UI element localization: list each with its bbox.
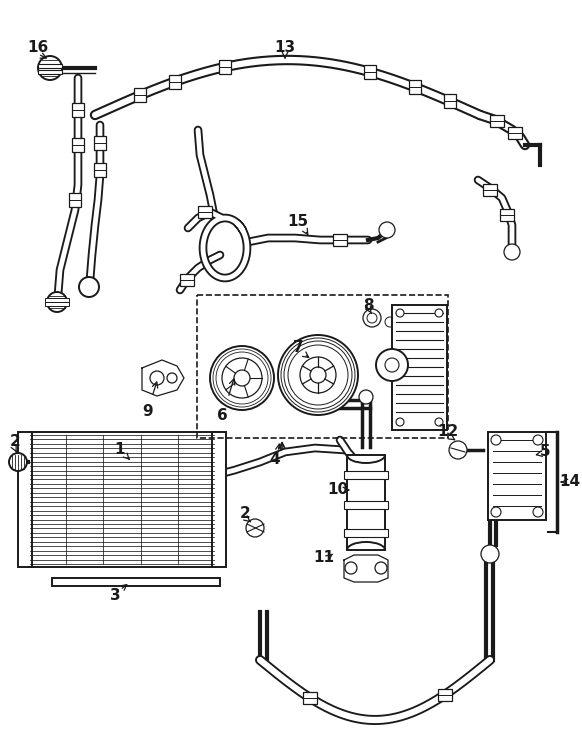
Circle shape xyxy=(435,309,443,317)
Circle shape xyxy=(504,244,520,260)
Circle shape xyxy=(533,507,543,517)
Circle shape xyxy=(310,367,326,383)
Circle shape xyxy=(222,358,262,398)
Polygon shape xyxy=(344,555,388,582)
Circle shape xyxy=(533,435,543,445)
Circle shape xyxy=(363,309,381,327)
Bar xyxy=(344,471,388,479)
Circle shape xyxy=(449,441,467,459)
Bar xyxy=(500,209,514,221)
Circle shape xyxy=(345,562,357,574)
Circle shape xyxy=(278,335,358,415)
Circle shape xyxy=(376,349,408,381)
Text: 16: 16 xyxy=(27,39,49,54)
Bar xyxy=(38,70,62,74)
Bar xyxy=(438,688,452,700)
Text: 1: 1 xyxy=(115,443,125,458)
Bar xyxy=(45,302,69,306)
Text: 3: 3 xyxy=(109,589,120,603)
Bar xyxy=(45,298,69,302)
Circle shape xyxy=(246,519,264,537)
Bar xyxy=(347,455,385,550)
Circle shape xyxy=(359,390,373,404)
Bar xyxy=(72,103,84,117)
Circle shape xyxy=(481,545,499,563)
Bar xyxy=(69,193,81,207)
Circle shape xyxy=(150,371,164,385)
Circle shape xyxy=(491,507,501,517)
Text: 13: 13 xyxy=(275,39,296,54)
Bar xyxy=(483,184,497,196)
Circle shape xyxy=(379,222,395,238)
Bar xyxy=(134,88,146,103)
Circle shape xyxy=(367,313,377,323)
Bar xyxy=(219,60,231,74)
Text: 2: 2 xyxy=(240,507,250,522)
Bar xyxy=(392,305,447,430)
Circle shape xyxy=(79,277,99,297)
Circle shape xyxy=(9,453,27,471)
Bar xyxy=(344,501,388,509)
Circle shape xyxy=(385,317,395,327)
Circle shape xyxy=(38,56,62,80)
Text: 12: 12 xyxy=(438,425,459,440)
Bar xyxy=(72,138,84,152)
Bar xyxy=(198,206,212,218)
Circle shape xyxy=(435,418,443,426)
Bar xyxy=(38,64,62,68)
Bar xyxy=(488,432,546,520)
Text: 6: 6 xyxy=(217,407,228,422)
Circle shape xyxy=(300,357,336,393)
Circle shape xyxy=(385,358,399,372)
Text: 2: 2 xyxy=(10,434,20,449)
Text: 8: 8 xyxy=(363,298,373,312)
Bar xyxy=(197,295,448,438)
Bar xyxy=(94,136,106,150)
Text: 7: 7 xyxy=(293,339,303,354)
Text: 4: 4 xyxy=(269,452,281,467)
Circle shape xyxy=(47,292,67,312)
Bar xyxy=(444,94,456,109)
Bar xyxy=(94,163,106,177)
Circle shape xyxy=(396,309,404,317)
Bar xyxy=(212,432,226,567)
Bar xyxy=(28,432,216,567)
Circle shape xyxy=(396,418,404,426)
Polygon shape xyxy=(142,360,184,396)
Text: 9: 9 xyxy=(143,404,153,419)
Bar xyxy=(364,65,376,79)
Circle shape xyxy=(210,346,274,410)
Bar xyxy=(169,75,181,89)
Bar xyxy=(180,274,194,286)
Bar xyxy=(303,691,317,703)
Circle shape xyxy=(234,370,250,386)
Text: 14: 14 xyxy=(559,474,581,489)
Circle shape xyxy=(491,435,501,445)
Circle shape xyxy=(375,562,387,574)
Text: 5: 5 xyxy=(540,445,551,459)
Bar xyxy=(52,578,220,586)
Circle shape xyxy=(167,373,177,383)
Text: 10: 10 xyxy=(328,483,349,498)
Text: 15: 15 xyxy=(288,214,308,229)
Bar xyxy=(490,115,504,127)
Text: 11: 11 xyxy=(314,550,335,566)
Bar xyxy=(344,529,388,537)
Bar xyxy=(18,432,32,567)
Bar xyxy=(409,80,421,94)
Bar xyxy=(333,234,347,246)
Bar xyxy=(508,127,522,139)
